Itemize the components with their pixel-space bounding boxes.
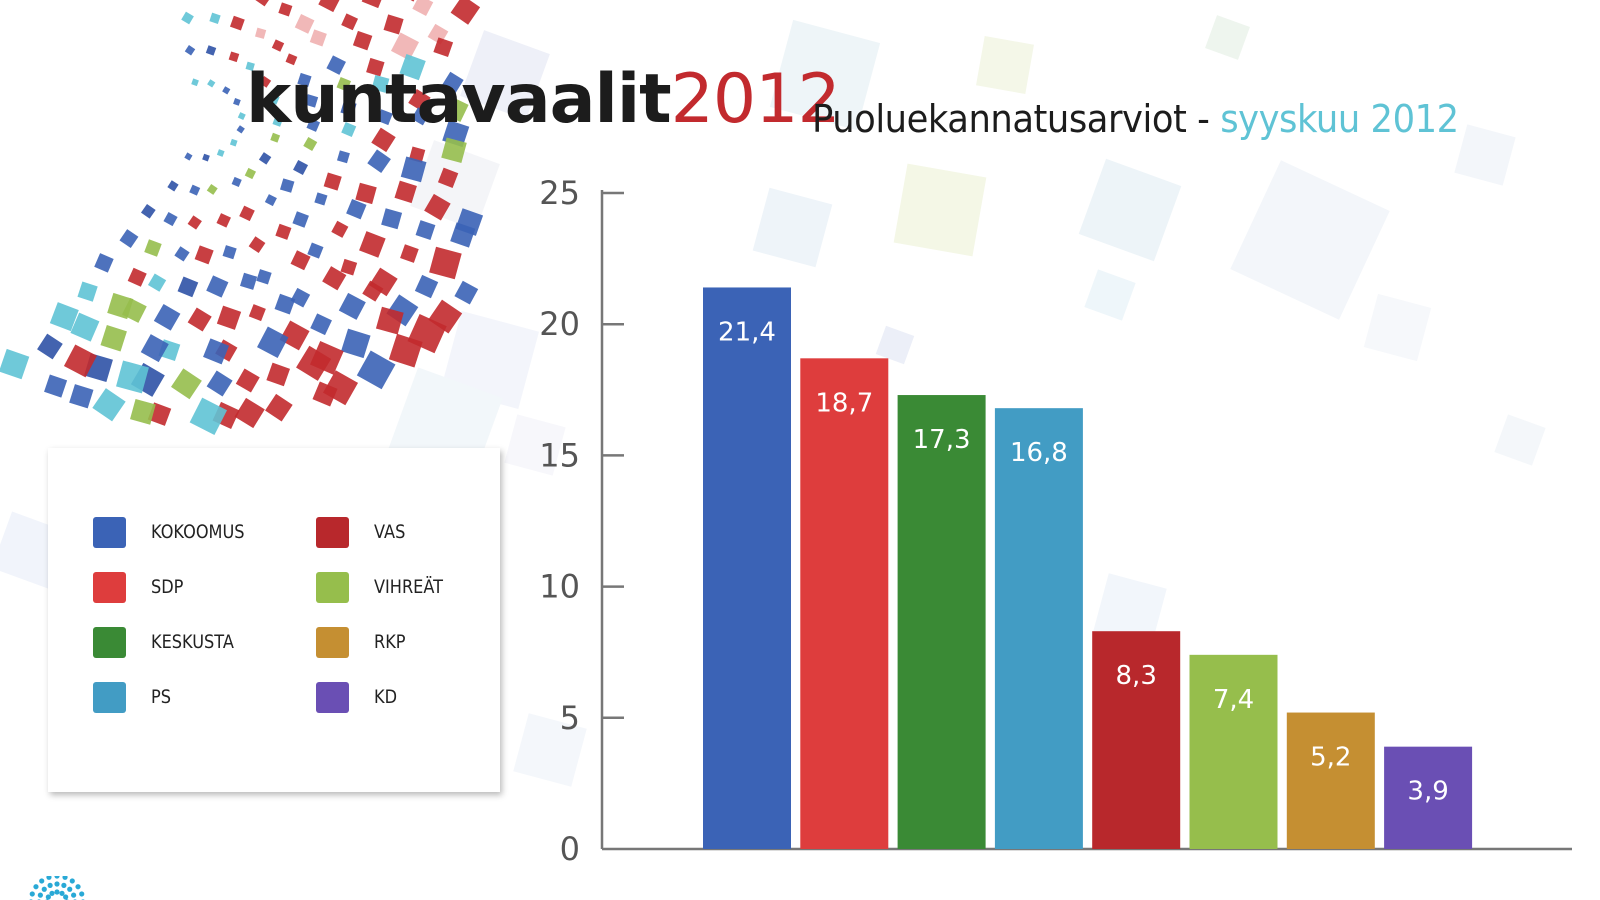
legend-item: SDP	[93, 569, 189, 605]
bar-rkp	[1286, 712, 1375, 849]
title-main: kuntavaalit	[246, 60, 672, 139]
legend-swatch	[316, 681, 349, 713]
legend-swatch	[316, 571, 349, 603]
legend-swatch	[93, 571, 126, 603]
bar-vas	[1092, 631, 1181, 849]
y-tick-label: 25	[539, 174, 580, 212]
bar-vihreät	[1189, 654, 1278, 849]
legend-swatch	[316, 516, 349, 548]
legend-label: VAS	[374, 521, 406, 543]
legend-label: VIHREÄT	[374, 576, 444, 598]
bar-value-label: 5,2	[1310, 743, 1351, 773]
brand-logo-icon	[29, 876, 85, 900]
legend-item: KOKOOMUS	[93, 514, 261, 550]
bar-sdp	[800, 358, 889, 849]
y-tick-label: 15	[539, 436, 580, 474]
legend-swatch	[93, 681, 126, 713]
bar-value-label: 17,3	[913, 425, 971, 455]
legend-label: PS	[151, 686, 172, 708]
subtitle-main: Puoluekannatusarviot -	[812, 97, 1221, 141]
legend-item: PS	[93, 679, 175, 715]
bar-ps	[994, 408, 1083, 849]
chart-subtitle: Puoluekannatusarviot - syyskuu 2012	[812, 100, 1459, 138]
bar-value-label: 8,3	[1116, 661, 1157, 691]
bar-value-label: 3,9	[1407, 777, 1448, 807]
legend-label: RKP	[374, 631, 406, 653]
legend-item: VAS	[316, 514, 411, 550]
bar-value-label: 7,4	[1213, 685, 1254, 715]
legend-item: RKP	[316, 624, 411, 660]
legend-label: SDP	[151, 576, 184, 598]
subtitle-date: syyskuu 2012	[1220, 97, 1459, 141]
bar-value-label: 21,4	[718, 317, 776, 347]
legend-label: KD	[374, 686, 398, 708]
y-tick-label: 20	[539, 305, 580, 343]
y-tick-label: 5	[560, 699, 580, 737]
legend-label: KESKUSTA	[151, 631, 234, 653]
bar-kokoomus	[703, 287, 791, 849]
legend-swatch	[93, 516, 126, 548]
legend-label: KOKOOMUS	[151, 521, 245, 543]
legend-swatch	[93, 626, 126, 658]
y-tick-label: 0	[560, 830, 580, 868]
bar-kd	[1384, 746, 1473, 849]
legend-item: KESKUSTA	[93, 624, 249, 660]
legend-swatch	[316, 626, 349, 658]
chart-legend: KOKOOMUS SDP KESKUSTA PS VAS VIHREÄT RKP KD	[48, 448, 500, 792]
y-tick-label: 10	[539, 568, 580, 606]
page-title: kuntavaalit2012	[246, 66, 841, 134]
bar-value-label: 16,8	[1010, 438, 1068, 468]
bar-value-label: 18,7	[815, 388, 873, 418]
legend-item: VIHREÄT	[316, 569, 455, 605]
title-year: 2012	[670, 60, 841, 139]
bar-keskusta	[897, 395, 986, 849]
legend-item: KD	[316, 679, 401, 715]
